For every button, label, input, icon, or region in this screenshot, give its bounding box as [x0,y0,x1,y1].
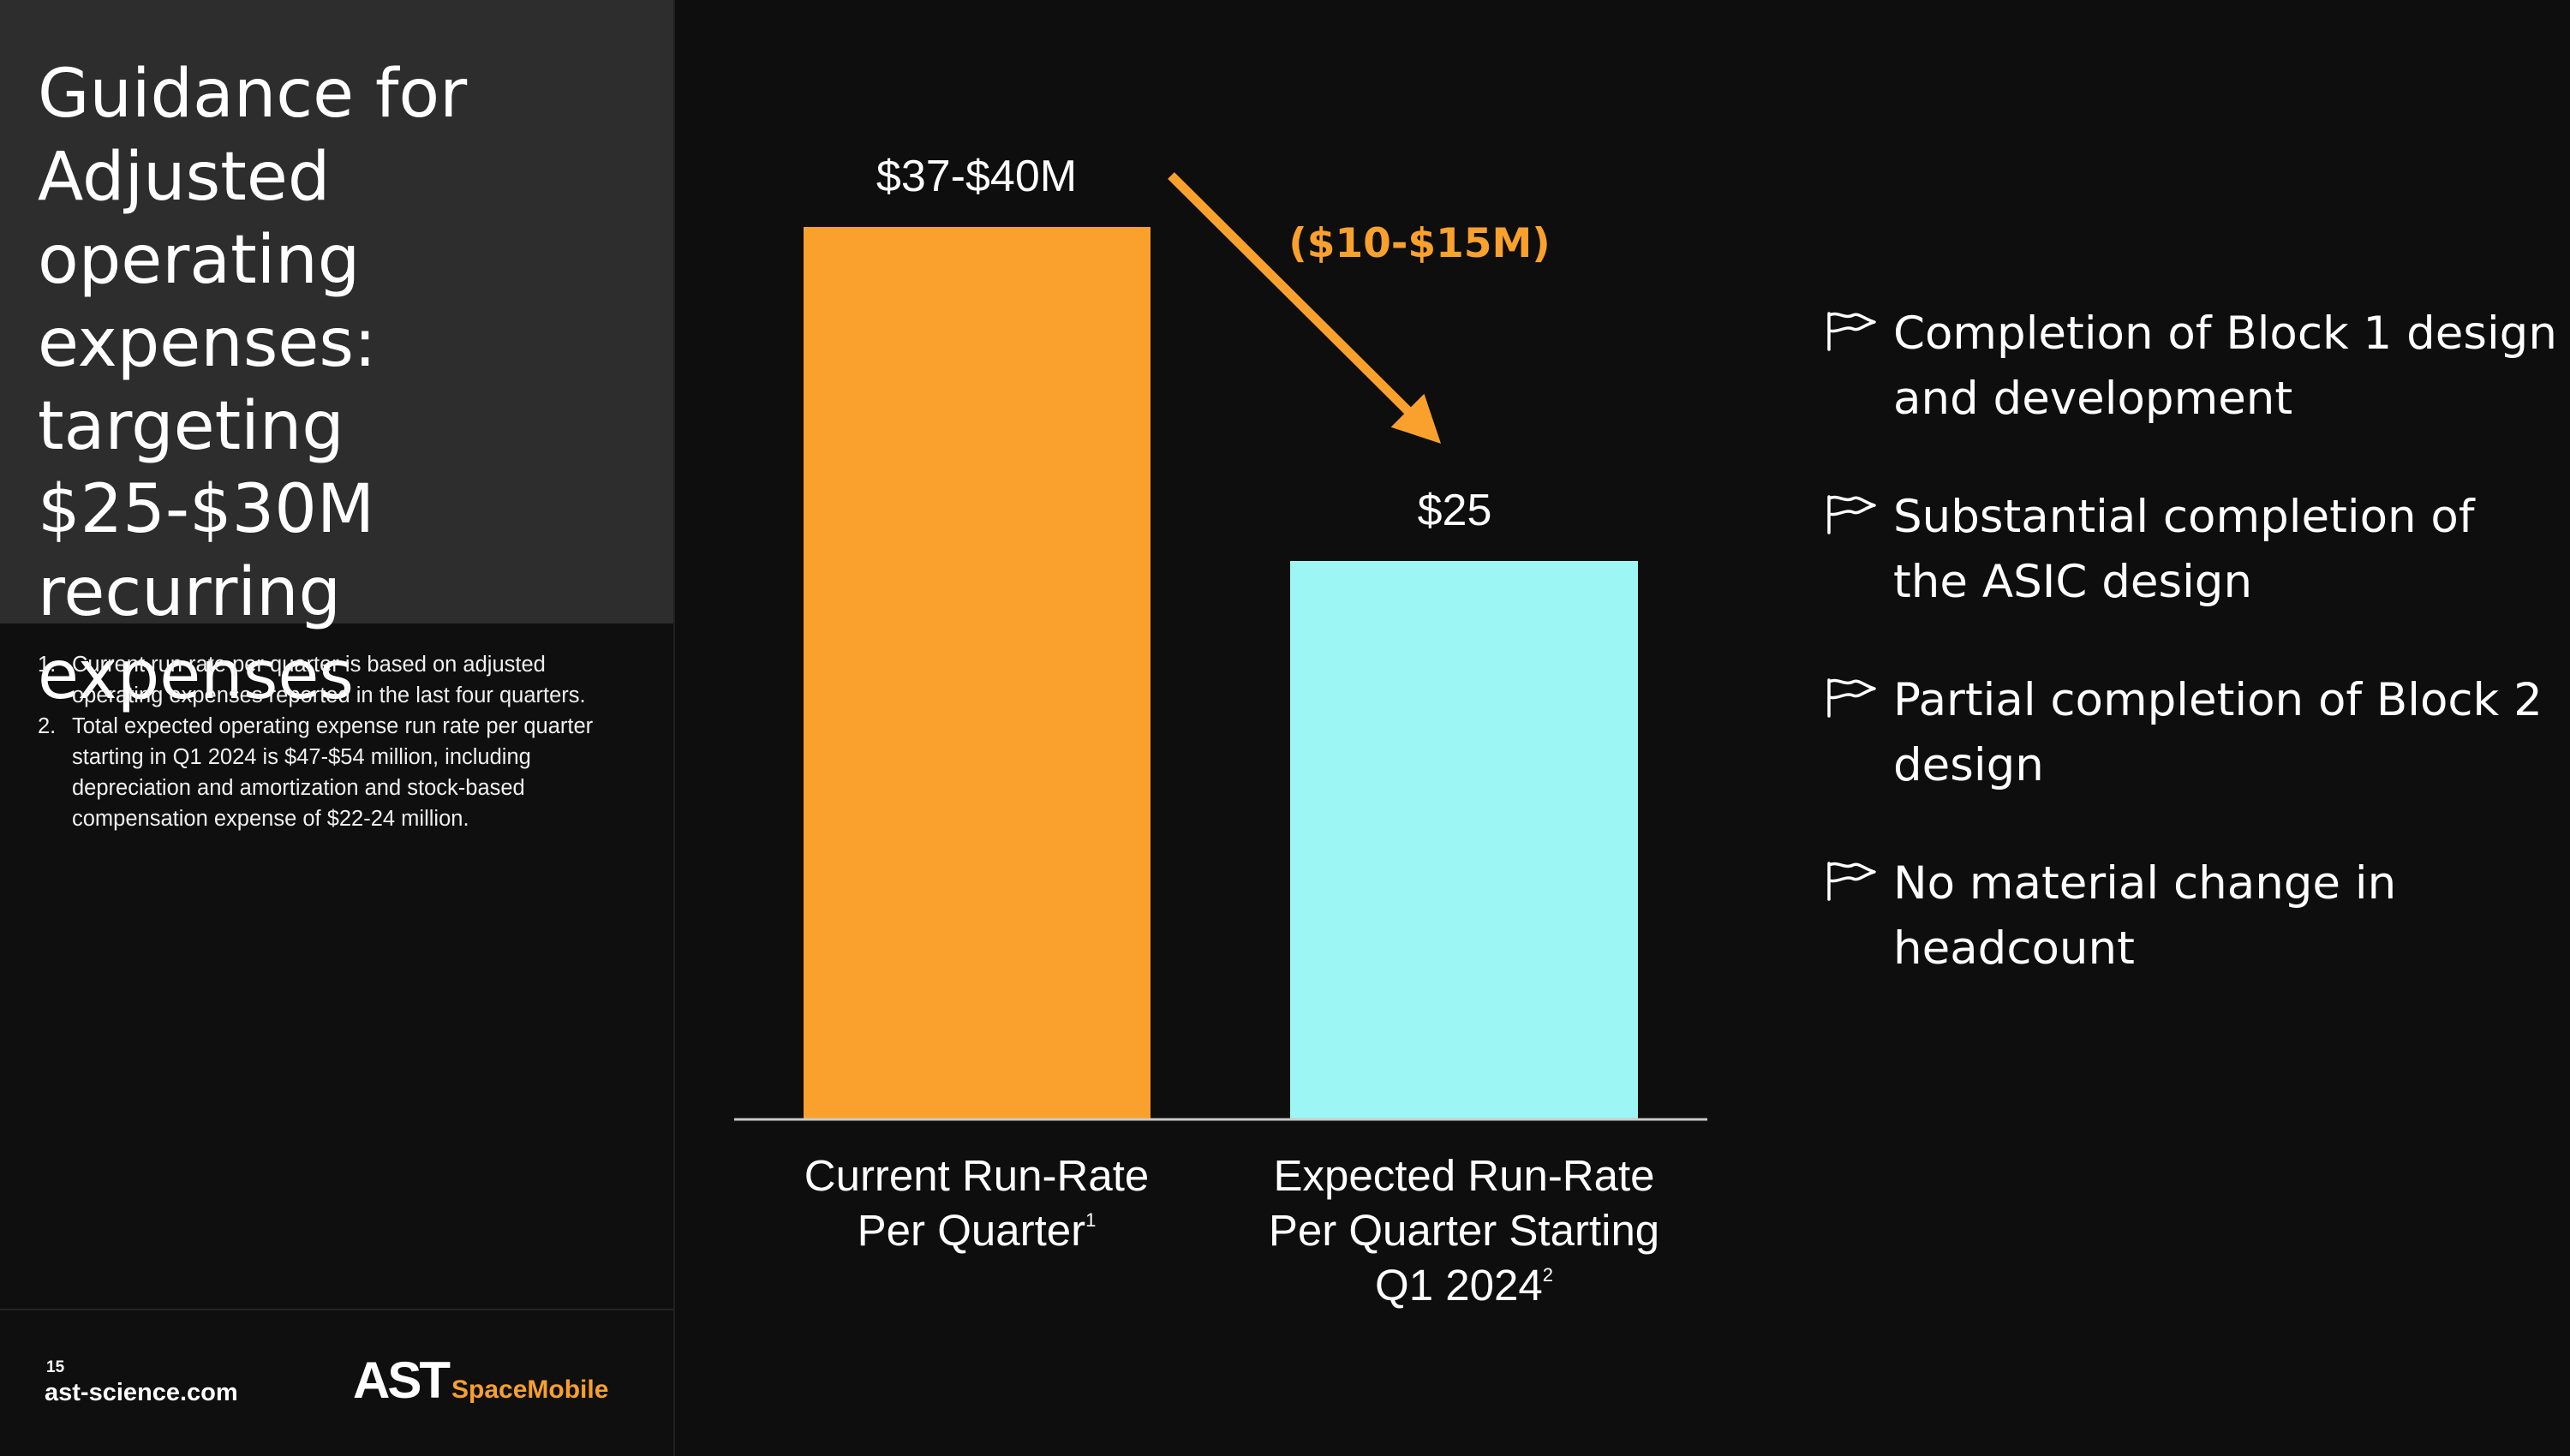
logo-subtitle: SpaceMobile [451,1375,609,1404]
bar-data-label: $37-$40M [876,152,1077,201]
footnotes: 1. Current run rate per quarter is based … [38,649,637,834]
footnote-text: Total expected operating expense run rat… [72,714,594,831]
flag-icon [1827,312,1876,351]
milestone-text: Partial completion of Block 2 design [1893,674,2543,791]
logo-mark: AST [353,1352,451,1409]
slide-title: Guidance for Adjusted operating expenses… [38,56,468,714]
title-box: Guidance for Adjusted operating expenses… [0,0,673,714]
reduction-arrow [1168,172,1442,444]
company-logo: AST SpaceMobile [353,1352,609,1409]
footnote-number: 2. [38,714,57,738]
footnote-number: 1. [38,653,57,677]
flag-icon [1827,862,1876,901]
milestone-text: Completion of Block 1 design and develop… [1893,307,2557,425]
footer-divider [0,1309,673,1310]
milestone-item: Partial completion of Block 2 design [1825,668,2561,798]
milestone-list: Completion of Block 1 design and develop… [1825,301,2561,1035]
footnote-marker: 1 [1085,1209,1096,1231]
milestone-text: Substantial completion of the ASIC desig… [1893,491,2475,608]
bar-1 [804,227,1151,1119]
milestone-item: No material change in headcount [1825,851,2561,982]
footnote-text: Current run rate per quarter is based on… [72,653,586,707]
milestone-item: Completion of Block 1 design and develop… [1825,301,2561,432]
website-link[interactable]: ast-science.com [45,1379,238,1406]
page-number: 15 [46,1358,65,1376]
reduction-annotation: ($10-$15M) [1288,220,1550,267]
category-label: Expected Run-Rate Per Quarter Starting Q1 … [1269,1151,1659,1310]
footnote-2: 2. Total expected operating expense run r… [38,711,637,834]
flag-icon [1827,495,1876,534]
bar-2 [1290,561,1638,1119]
footnote-marker: 2 [1543,1264,1553,1286]
bar-data-label: $25 [1418,486,1492,535]
left-panel: Guidance for Adjusted operating expenses… [0,0,675,1456]
flag-icon [1827,678,1876,718]
milestone-item: Substantial completion of the ASIC desig… [1825,485,2561,615]
category-label: Current Run-Rate Per Quarter1 [804,1151,1150,1255]
milestone-text: No material change in headcount [1893,857,2397,975]
footnote-1: 1. Current run rate per quarter is based … [38,649,637,711]
